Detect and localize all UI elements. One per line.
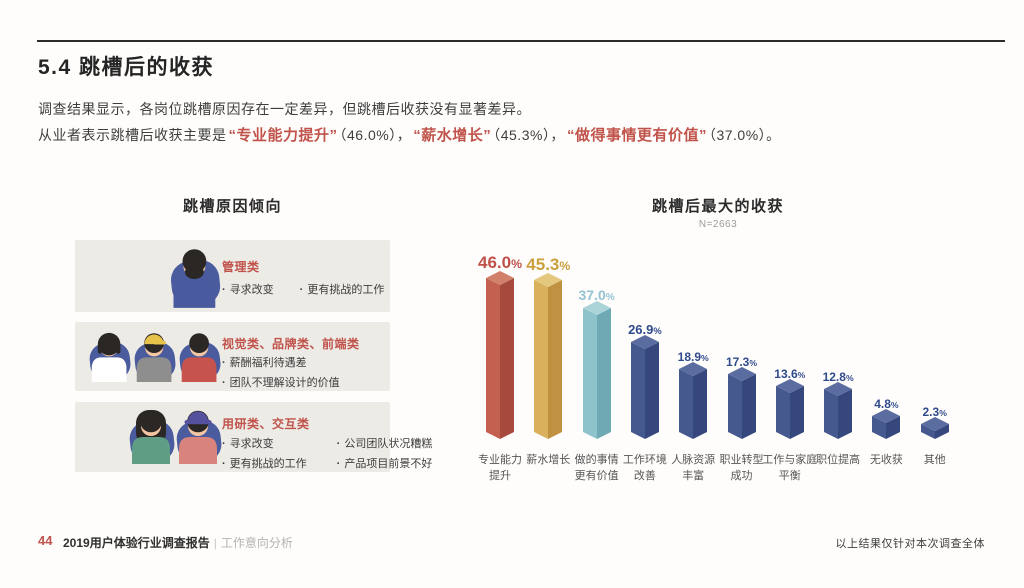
reason-bullet: 公司团队状况糟糕 [337,434,432,454]
footer-scope-note: 以上结果仅针对本次调查全体 [835,538,985,550]
chart-bar-职位提高 [824,382,853,444]
bar-category-label: 无收获 [869,454,903,466]
footer-page-number: 44 [38,533,53,548]
reason-bullet: 产品项目前景不好 [337,454,432,474]
bar-value-label: 4.8% [874,397,899,411]
footer-report-title: 2019用户体验行业调查报告 | 工作意向分析 [63,534,293,551]
chart-bar-无收获 [872,409,901,444]
man-beard-avatar [170,249,221,308]
summary-text: （37.0%）。 [708,127,781,143]
bar-category-label: 职业转型 成功 [719,454,764,482]
woman-bob-avatar [89,332,131,382]
chart-bar-做的事情更有价值 [582,301,611,444]
highlighted-term: “做得事情更有价值” [566,127,707,144]
footer-section-name: 工作意向分析 [220,536,293,550]
bar-value-label: 17.3% [725,355,758,369]
footer-divider: | [213,536,217,550]
avatar [132,329,178,387]
bar-category-label: 做的事情 更有价值 [574,454,619,482]
bar-value-label: 2.3% [922,405,947,419]
bar-value-label: 37.0% [578,287,615,303]
chart-bar-人脉资源丰富 [679,362,708,444]
avatar [87,329,133,387]
reason-card-label: 用研类、交互类 [222,417,310,431]
summary-text: （45.3%）， [493,127,565,143]
man-cap-avatar [134,333,176,382]
reason-bullet: 寻求改变 [222,280,274,300]
reason-bullets: 寻求改变更有挑战的工作 公司团队状况糟糕产品项目前景不好 [222,434,433,474]
reason-bullet: 薪酬福利待遇差 [222,353,340,373]
reasons-panel-title: 跳槽原因倾向 [182,198,282,215]
bar-value-label: 12.8% [822,370,854,384]
reason-card: 用研类、交互类寻求改变更有挑战的工作 公司团队状况糟糕产品项目前景不好 [75,402,432,472]
reason-card-label: 视觉类、品牌类、前端类 [222,337,360,351]
bar-category-label: 专业能力 提升 [478,454,522,482]
summary-paragraph: 调查结果显示，各岗位跳槽原因存在一定差异，但跳槽后收获没有显著差异。 从业者表示… [38,96,781,149]
reason-bullet: 更有挑战的工作 [300,280,384,300]
avatar [174,406,224,469]
summary-line-1: 调查结果显示，各岗位跳槽原因存在一定差异，但跳槽后收获没有显著差异。 [38,101,531,117]
chart-sample-size: N=2663 [698,219,738,230]
chart-bar-职业转型成功 [727,367,756,444]
reason-bullets: 寻求改变 更有挑战的工作 [222,280,385,300]
chart-bar-专业能力提升 [486,271,514,444]
woman-hat-avatar [176,410,222,464]
footer-report-name: 2019用户体验行业调查报告 [63,536,210,550]
highlighted-term: “薪水增长” [413,127,492,144]
reason-card: 视觉类、品牌类、前端类薪酬福利待遇差团队不理解设计的价值 [75,322,390,391]
woman-long-avatar [129,410,175,464]
highlighted-term: “专业能力提升” [228,127,338,144]
avatar [177,329,223,387]
man-avatar [179,333,221,382]
reason-bullet: 团队不理解设计的价值 [222,373,340,393]
avatar [168,244,223,313]
reason-bullets: 薪酬福利待遇差团队不理解设计的价值 [222,353,340,393]
bar-category-label: 其他 [923,454,946,466]
bar-value-label: 26.9% [628,322,662,337]
chart-title: 跳槽后最大的收获 [651,198,784,215]
bar-category-label: 工作环境 改善 [622,454,667,482]
reason-bullet: 更有挑战的工作 [222,454,307,474]
summary-line-2: 从业者表示跳槽后收获主要是 “专业能力提升” （46.0%）， “薪水增长” （45.3… [38,122,781,149]
avatar [127,406,177,469]
bar-value-label: 45.3% [526,255,571,274]
bar-category-label: 薪水增长 [526,454,571,466]
chart-bar-工作环境改善 [630,335,659,444]
summary-text: 从业者表示跳槽后收获主要是 [38,127,227,143]
chart-bar-薪水增长 [534,273,563,444]
top-rule [37,40,1005,42]
page-title: 5.4 跳槽后的收获 [38,56,215,79]
bar-value-label: 18.9% [677,350,709,364]
chart-bar-工作与家庭平衡 [775,379,804,444]
bar-value-label: 46.0% [478,253,522,272]
bar-category-label: 人脉资源 丰富 [671,454,716,482]
bar-value-label: 13.6% [774,367,806,381]
chart-bar-其他 [920,417,949,444]
reason-bullet: 寻求改变 [222,434,307,454]
summary-text: （46.0%）， [339,127,412,143]
reason-card: 管理类寻求改变 更有挑战的工作 [75,240,390,312]
bar-category-label: 职位提高 [816,454,861,466]
reason-card-label: 管理类 [222,260,260,274]
bar-category-label: 工作与家庭 平衡 [762,454,818,482]
